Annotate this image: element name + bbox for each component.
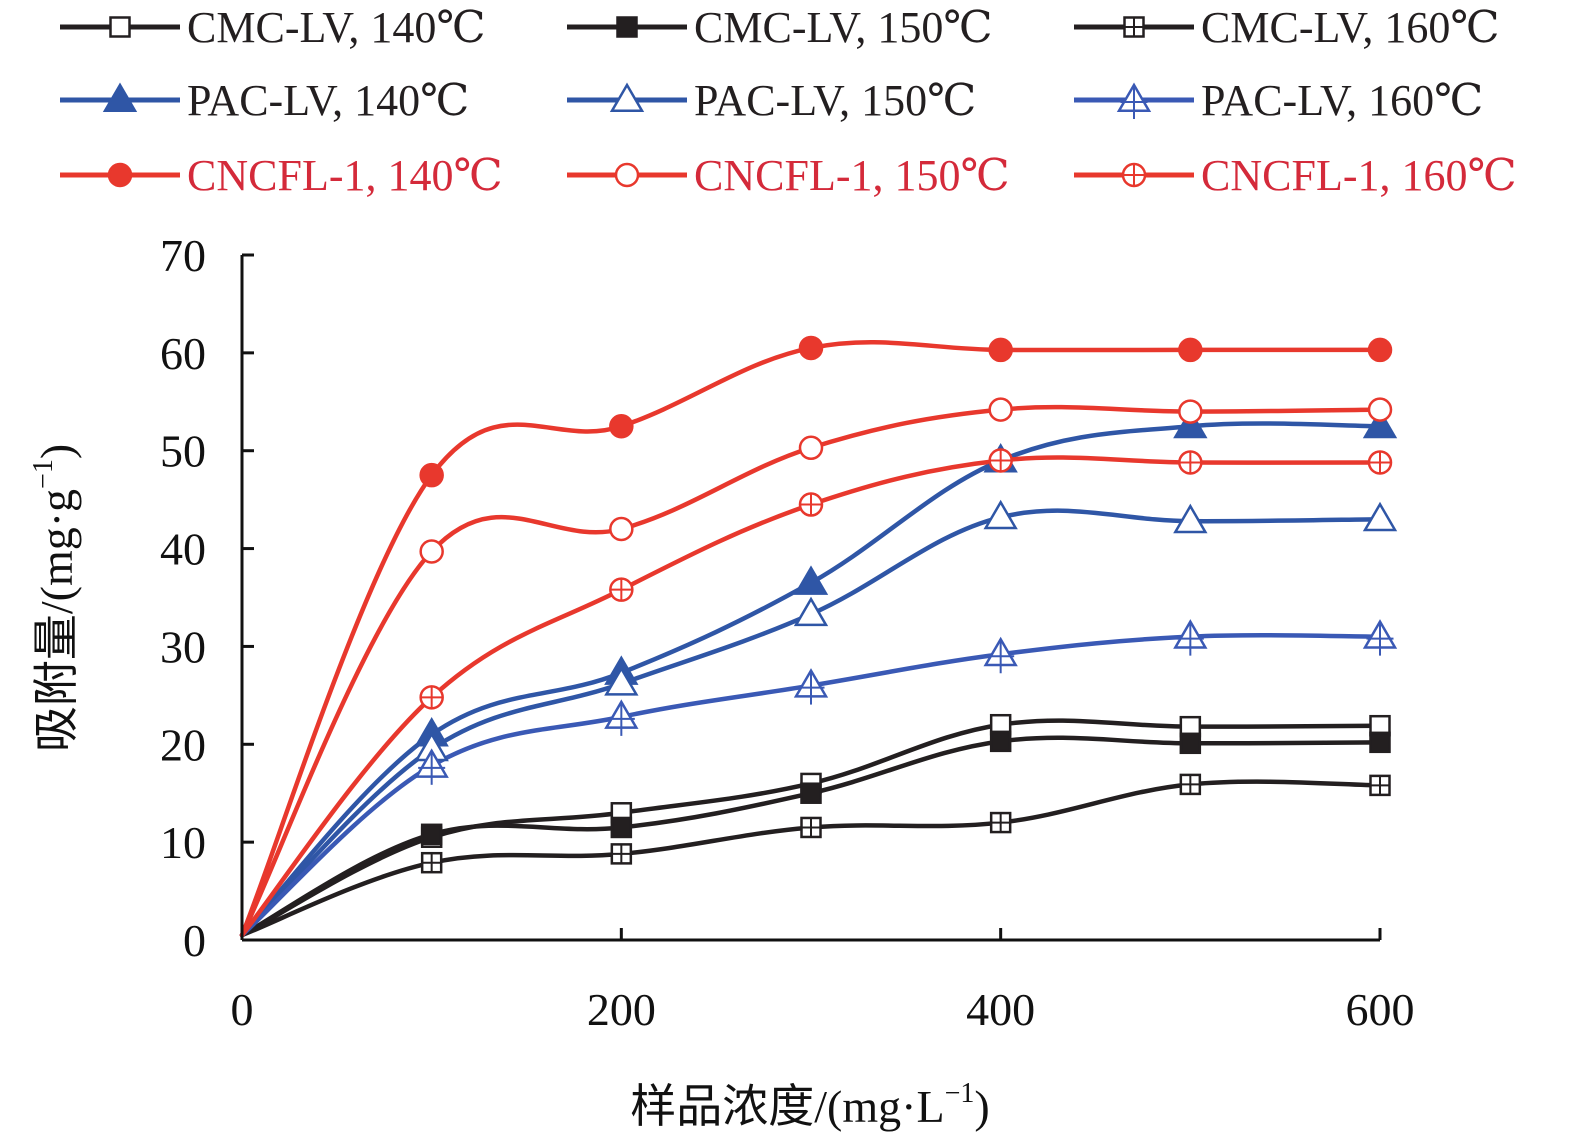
series-3-point-6 — [1362, 408, 1398, 439]
plot-markers — [414, 335, 1398, 874]
y-tick-label-40: 40 — [160, 524, 206, 575]
series-2-point-2 — [610, 843, 633, 865]
legend-swatch-marker — [1116, 82, 1152, 119]
x-tick-label-400: 400 — [966, 984, 1035, 1035]
legend-label: PAC-LV, 150℃ — [694, 76, 976, 125]
series-7-point-5 — [1178, 399, 1203, 424]
legend-label: CNCFL-1, 140℃ — [187, 151, 503, 200]
series-7-point-4 — [988, 397, 1013, 422]
series-6-point-1 — [419, 462, 444, 488]
legend-swatch-marker — [609, 82, 645, 113]
series-8-point-6 — [1367, 450, 1393, 475]
series-5-point-1 — [414, 748, 449, 785]
series-7-point-3 — [798, 435, 824, 461]
legend-label: CMC-LV, 140℃ — [187, 3, 486, 52]
series-7-point-1 — [419, 539, 444, 564]
series-8-point-2 — [609, 577, 634, 602]
x-tick-label-600: 600 — [1346, 984, 1415, 1035]
series-2-point-1 — [420, 851, 443, 874]
y-tick-label-20: 20 — [160, 719, 206, 770]
series-6-point-2 — [609, 414, 634, 439]
legend-item-5: PAC-LV, 160℃ — [1074, 76, 1483, 125]
x-tick-label-200: 200 — [587, 984, 656, 1035]
series-4-point-5 — [1173, 503, 1208, 534]
y-tick-label-70: 70 — [160, 230, 206, 281]
legend-swatch-marker — [107, 162, 133, 188]
series-1-point-5 — [1179, 732, 1202, 755]
series-5-point-2 — [604, 699, 639, 736]
series-8-point-3 — [798, 492, 824, 517]
legend-swatch-marker — [1121, 162, 1147, 188]
y-tick-label-30: 30 — [160, 621, 206, 672]
y-tick-label-60: 60 — [160, 328, 206, 379]
series-2-point-6 — [1369, 774, 1391, 797]
y-tick-label-50: 50 — [160, 426, 206, 477]
legend-label: CMC-LV, 150℃ — [694, 3, 993, 52]
y-tick-label-10: 10 — [160, 817, 206, 868]
x-axis-title: 样品浓度/(mg·L−1) — [630, 1078, 989, 1132]
legend-swatch-marker — [614, 162, 640, 188]
series-4-point-4 — [983, 499, 1018, 530]
series-1-point-2 — [610, 816, 633, 839]
series-5-point-3 — [793, 668, 829, 705]
y-tick-label-0: 0 — [183, 915, 206, 966]
series-8-point-4 — [988, 448, 1013, 473]
legend: CMC-LV, 140℃ CMC-LV, 150℃ CMC-LV, 160℃ PAC-… — [60, 3, 1517, 200]
series-2-point-3 — [800, 816, 822, 839]
legend-item-8: CNCFL-1, 160℃ — [1074, 151, 1517, 200]
series-7-point-2 — [609, 516, 634, 542]
series-7-point-6 — [1367, 397, 1393, 422]
plot-lines — [239, 340, 1383, 938]
legend-label: CNCFL-1, 160℃ — [1201, 151, 1517, 200]
series-6-point-3 — [798, 335, 824, 361]
series-3-point-5 — [1173, 408, 1208, 439]
series-4-point-3 — [793, 596, 829, 627]
series-line-2 — [239, 779, 1383, 938]
series-8-point-1 — [419, 685, 444, 710]
legend-item-1: CMC-LV, 150℃ — [567, 3, 993, 52]
series-1-point-4 — [989, 730, 1012, 753]
legend-item-4: PAC-LV, 150℃ — [567, 76, 976, 125]
legend-label: PAC-LV, 140℃ — [187, 76, 469, 125]
legend-item-2: CMC-LV, 160℃ — [1074, 3, 1500, 52]
series-1-point-1 — [420, 823, 443, 846]
legend-item-3: PAC-LV, 140℃ — [60, 76, 469, 125]
legend-item-6: CNCFL-1, 140℃ — [60, 151, 503, 200]
series-6-point-6 — [1367, 337, 1393, 363]
legend-label: PAC-LV, 160℃ — [1201, 76, 1483, 125]
legend-label: CMC-LV, 160℃ — [1201, 3, 1500, 52]
series-1-point-6 — [1369, 731, 1391, 754]
series-4-point-2 — [604, 666, 639, 696]
series-1-point-3 — [800, 782, 822, 804]
series-4-point-6 — [1362, 501, 1398, 532]
series-6-point-4 — [988, 337, 1013, 363]
series-2-point-4 — [989, 811, 1012, 834]
legend-swatch-marker — [102, 82, 138, 113]
x-tick-label-0: 0 — [231, 984, 254, 1035]
legend-label: CNCFL-1, 150℃ — [694, 151, 1010, 200]
series-2-point-5 — [1179, 773, 1202, 796]
ticks: 0 10 20 30 40 50 60 70 0 200 400 600 — [160, 230, 1415, 1035]
series-6-point-5 — [1178, 337, 1203, 363]
legend-item-0: CMC-LV, 140℃ — [60, 3, 486, 52]
legend-swatch-marker — [616, 16, 638, 38]
legend-swatch-marker — [109, 16, 131, 38]
series-5-point-6 — [1362, 619, 1398, 656]
axes — [240, 255, 1380, 942]
y-axis-title: 吸附量/(mg·g−1) — [28, 444, 82, 752]
series-line-6 — [239, 340, 1383, 938]
series-5-point-5 — [1173, 619, 1208, 656]
series-3-point-3 — [793, 565, 829, 595]
legend-item-7: CNCFL-1, 150℃ — [567, 151, 1010, 200]
series-5-point-4 — [983, 636, 1018, 674]
legend-swatch-marker — [1123, 16, 1145, 38]
series-8-point-5 — [1178, 450, 1203, 475]
